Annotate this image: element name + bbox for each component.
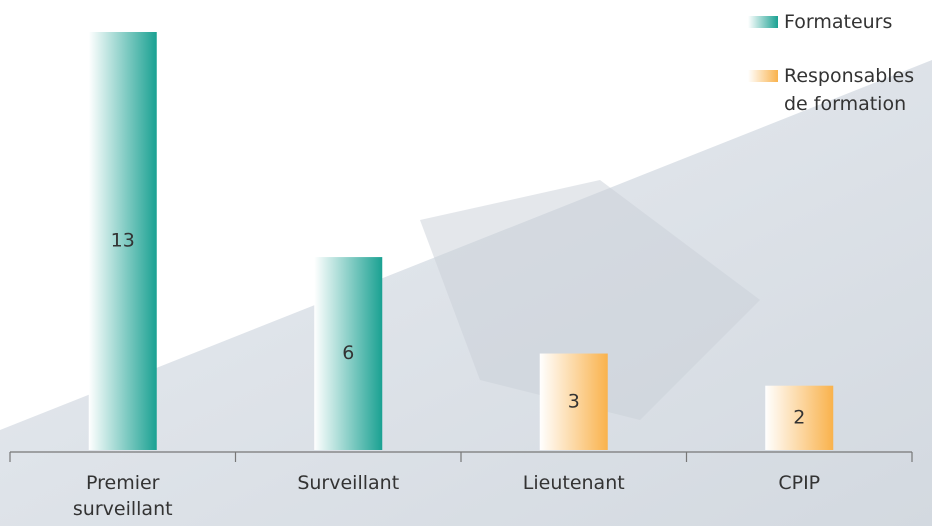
data-label: 3 xyxy=(568,390,580,412)
legend-label: Responsables de formation xyxy=(784,65,915,115)
bar xyxy=(539,353,608,450)
data-label: 13 xyxy=(111,230,135,252)
legend-swatch xyxy=(748,70,778,82)
data-label: 6 xyxy=(342,342,354,364)
x-tick-label: CPIP xyxy=(778,472,821,494)
legend-label: Formateurs xyxy=(784,11,893,33)
x-tick-label: Lieutenant xyxy=(522,472,625,494)
background-shape xyxy=(420,180,760,420)
bar xyxy=(314,257,383,450)
legend-swatch xyxy=(748,16,778,28)
data-label: 2 xyxy=(793,406,805,428)
x-tick-label: Surveillant xyxy=(297,472,400,494)
bar xyxy=(765,385,834,450)
bar xyxy=(88,32,157,450)
x-tick-label: Premier surveillant xyxy=(72,472,173,520)
